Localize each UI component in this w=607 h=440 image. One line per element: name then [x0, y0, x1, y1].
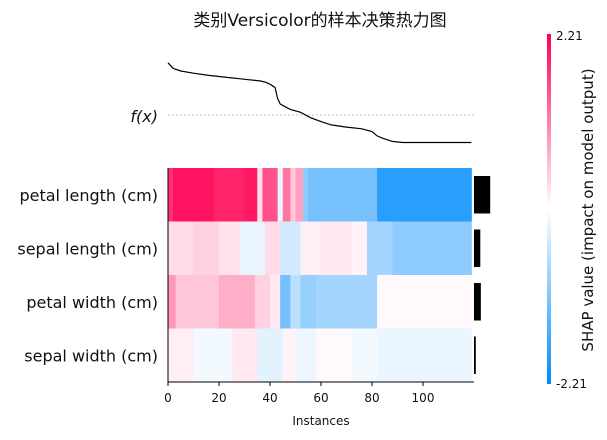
feature-importance-bars [474, 176, 491, 374]
heat-cell [244, 168, 258, 222]
heat-cell [254, 275, 271, 329]
heat-cell [377, 275, 472, 329]
colorbar-min-label: -2.21 [556, 377, 587, 391]
heat-cell [351, 221, 368, 276]
heat-cell [290, 168, 296, 222]
heat-cell [282, 168, 291, 222]
heat-cell [300, 221, 322, 276]
colorbar-max-label: 2.21 [556, 29, 583, 43]
heat-cell [290, 275, 301, 329]
chart-title: 类别Versicolor的样本决策热力图 [193, 11, 446, 31]
heat-cell [168, 168, 174, 222]
heat-cell [282, 328, 296, 383]
importance-bar [474, 176, 491, 214]
heat-cell [280, 275, 291, 329]
x-tick-label: 20 [211, 391, 226, 405]
heat-cell [295, 168, 304, 222]
heat-cell [315, 328, 352, 383]
importance-bar [474, 336, 476, 374]
x-tick-label: 100 [412, 391, 435, 405]
heat-cell [219, 221, 240, 276]
heat-cell [308, 168, 378, 222]
heat-cell [239, 221, 266, 276]
heat-cell [213, 168, 245, 222]
heat-cell [219, 275, 256, 329]
heat-cell [280, 221, 301, 276]
colorbar [547, 34, 551, 384]
x-axis-label: Instances [292, 414, 349, 428]
heat-cell [193, 221, 220, 276]
heat-cell [366, 221, 393, 276]
feature-label: sepal width (cm) [24, 346, 158, 365]
heat-cell [168, 275, 177, 329]
feature-label: petal length (cm) [19, 186, 158, 205]
x-tick-label: 40 [262, 391, 277, 405]
heat-cell [173, 168, 215, 222]
colorbar-label: SHAP value (impact on model output) [579, 68, 597, 351]
feature-labels: petal length (cm) sepal length (cm) petal … [17, 186, 158, 366]
importance-bar [474, 229, 481, 267]
heat-cell [193, 328, 233, 383]
heat-cell [321, 221, 352, 276]
x-tick-label: 0 [164, 391, 172, 405]
feature-label: sepal length (cm) [17, 239, 158, 258]
importance-bar [474, 283, 481, 321]
heat-cell [168, 221, 194, 276]
x-tick-label: 60 [313, 391, 328, 405]
heat-cell [264, 221, 281, 276]
fx-label: f(x) [130, 107, 158, 126]
heat-cell [277, 168, 284, 222]
heat-cell [175, 275, 220, 329]
heat-cell [262, 168, 279, 222]
heat-cell [351, 328, 378, 383]
fx-curve [167, 62, 472, 144]
feature-label: petal width (cm) [26, 293, 158, 312]
heat-cell [270, 275, 281, 329]
heat-cell [231, 328, 258, 383]
heat-cell [257, 328, 284, 383]
heat-cell [377, 328, 472, 383]
heat-cell [168, 328, 194, 383]
heat-cell [257, 168, 263, 222]
heat-cell [315, 275, 378, 329]
heat-cell [392, 221, 472, 276]
heat-cell [303, 168, 309, 222]
heat-cell [300, 275, 317, 329]
heat-cell [377, 168, 472, 222]
x-ticks: 0 20 40 60 80 100 [164, 382, 434, 405]
heat-cell [295, 328, 317, 383]
x-tick-label: 80 [364, 391, 379, 405]
heatmap [168, 168, 472, 383]
